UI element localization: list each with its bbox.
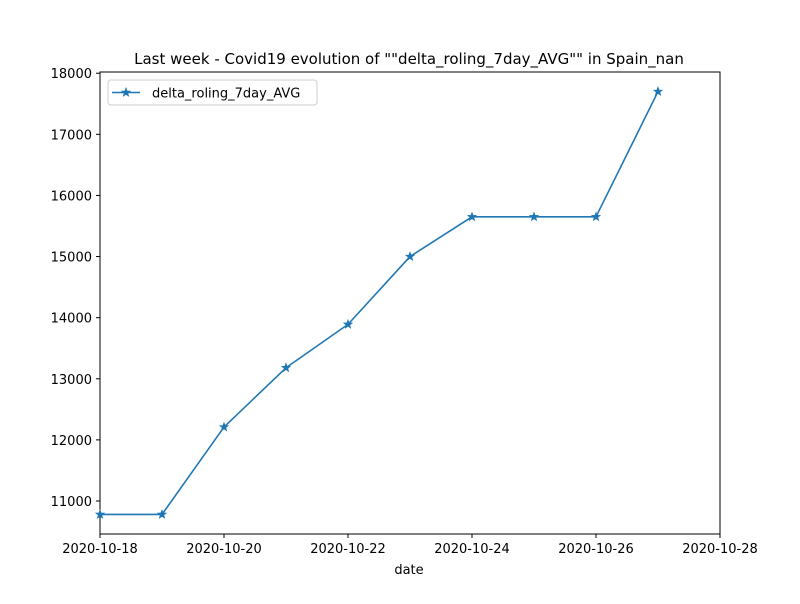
y-tick-label: 11000 [51,495,92,510]
chart-title: Last week - Covid19 evolution of ""delta… [134,50,684,69]
data-point-marker [590,211,602,222]
y-tick-label: 12000 [51,434,92,449]
data-point-marker [466,211,478,222]
plot-area: 2020-10-18 2020-10-20 2020-10-22 2020-10-24… [51,67,758,557]
legend-label: delta_roling_7day_AVG [152,87,300,102]
x-tick-label: 2020-10-18 [62,542,138,557]
x-tick-label: 2020-10-20 [186,542,262,557]
x-tick-label: 2020-10-22 [310,542,386,557]
y-tick-label: 18000 [51,67,92,82]
data-point-marker [652,86,664,96]
series-line [100,91,659,516]
data-point-marker [218,421,230,432]
legend-marker-swatch [120,87,132,97]
data-point-marker [528,211,540,222]
x-tick-label: 2020-10-24 [434,542,510,557]
data-point-marker [342,318,354,329]
y-tick-label: 15000 [51,251,92,266]
x-tick-label: 2020-10-26 [558,542,634,557]
data-point-marker [280,362,292,373]
y-tick-label: 16000 [51,189,92,204]
y-tick-label: 14000 [51,312,92,327]
y-tick-label: 17000 [51,128,92,143]
y-tick-label: 13000 [51,373,92,388]
x-tick-label: 2020-10-28 [682,542,758,557]
legend-box [107,79,318,106]
data-point-marker [94,508,106,519]
plot-frame [99,71,721,535]
x-axis-label: date [394,563,423,578]
data-point-marker [156,508,168,519]
data-point-marker [404,251,416,261]
